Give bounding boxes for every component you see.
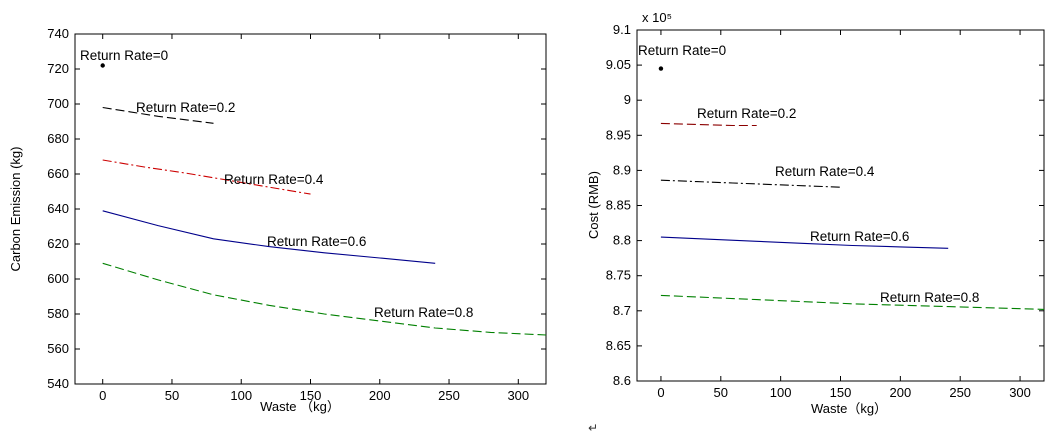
y-tick-label: 8.75 [606,268,631,283]
series-point-return-rate-0 [658,66,664,71]
y-tick-label: 680 [47,131,69,146]
y-tick-label: 620 [47,236,69,251]
chart-cost: 0 50 100 150 200 250 300 8.6 8.65 8.7 8.75 8.8 8.85 8… [586,10,1045,416]
y-axis-label: Cost (RMB) [586,171,601,239]
y-tick-label: 720 [47,61,69,76]
x-tick-label: 300 [1009,385,1031,400]
y-tick-label: 8.85 [606,198,631,213]
series-line-return-rate-4 [102,262,547,336]
x-tick-label: 250 [438,388,460,403]
annotation-return-rate-2: Return Rate=0.4 [224,172,324,187]
chart-carbon-emission: 0 50 100 150 200 250 300 540 560 580 600 620 640 660 6… [8,26,547,414]
y-tick-label: 8.6 [613,373,631,388]
y-tick-label: 740 [47,26,69,41]
annotation-return-rate-1: Return Rate=0.2 [136,100,235,115]
annotation-return-rate-0: Return Rate=0 [638,43,726,58]
x-tick-label: 200 [369,388,391,403]
x-tick-label: 200 [890,385,912,400]
y-tick-label: 8.8 [613,233,631,248]
y-tick-label: 8.95 [606,127,631,142]
x-tick-label: 50 [165,388,179,403]
x-tick-label: 150 [300,388,322,403]
y-tick-label: 8.9 [613,162,631,177]
y-tick-label: 9.05 [606,57,631,72]
series-point-return-rate-0 [100,63,105,68]
series-line-return-rate-4 [660,294,1045,310]
y-tick-label: 540 [47,376,69,391]
annotation-return-rate-4: Return Rate=0.8 [880,290,979,305]
series-line-return-rate-2 [660,179,841,188]
y-tick-label: 640 [47,201,69,216]
x-tick-label: 50 [714,385,728,400]
y-exponent-label: x 10⁵ [642,10,672,25]
x-tick-label: 250 [949,385,971,400]
y-tick-label: 8.7 [613,303,631,318]
annotation-return-rate-3: Return Rate=0.6 [267,234,366,249]
y-axis-label: Carbon Emission (kg) [8,147,23,272]
return-mark: ↵ [588,421,598,435]
y-tick-label: 560 [47,341,69,356]
y-tick-label: 580 [47,306,69,321]
x-tick-label: 150 [830,385,852,400]
y-tick-label: 8.65 [606,338,631,353]
series-line-return-rate-1 [102,106,214,124]
series-line-return-rate-1 [660,122,757,127]
annotation-return-rate-2: Return Rate=0.4 [775,164,875,179]
x-axis-label: Waste （kg） [260,399,340,414]
annotation-return-rate-0: Return Rate=0 [80,48,168,63]
y-tick-label: 700 [47,96,69,111]
series-line-return-rate-3 [102,210,436,264]
series-line-return-rate-3 [660,236,949,249]
x-tick-label: 0 [99,388,106,403]
x-tick-label: 300 [507,388,529,403]
annotation-return-rate-4: Return Rate=0.8 [374,305,473,320]
y-tick-label: 9 [624,92,631,107]
y-tick-label: 9.1 [613,22,631,37]
annotation-return-rate-1: Return Rate=0.2 [697,106,796,121]
x-tick-label: 100 [230,388,252,403]
y-tick-label: 660 [47,166,69,181]
y-tick-label: 600 [47,271,69,286]
x-tick-label: 0 [657,385,664,400]
plot-frame [636,29,1045,382]
x-tick-label: 100 [770,385,792,400]
x-axis-label: Waste（kg） [811,401,887,416]
annotation-return-rate-3: Return Rate=0.6 [810,229,909,244]
series-line-return-rate-2 [102,159,311,195]
